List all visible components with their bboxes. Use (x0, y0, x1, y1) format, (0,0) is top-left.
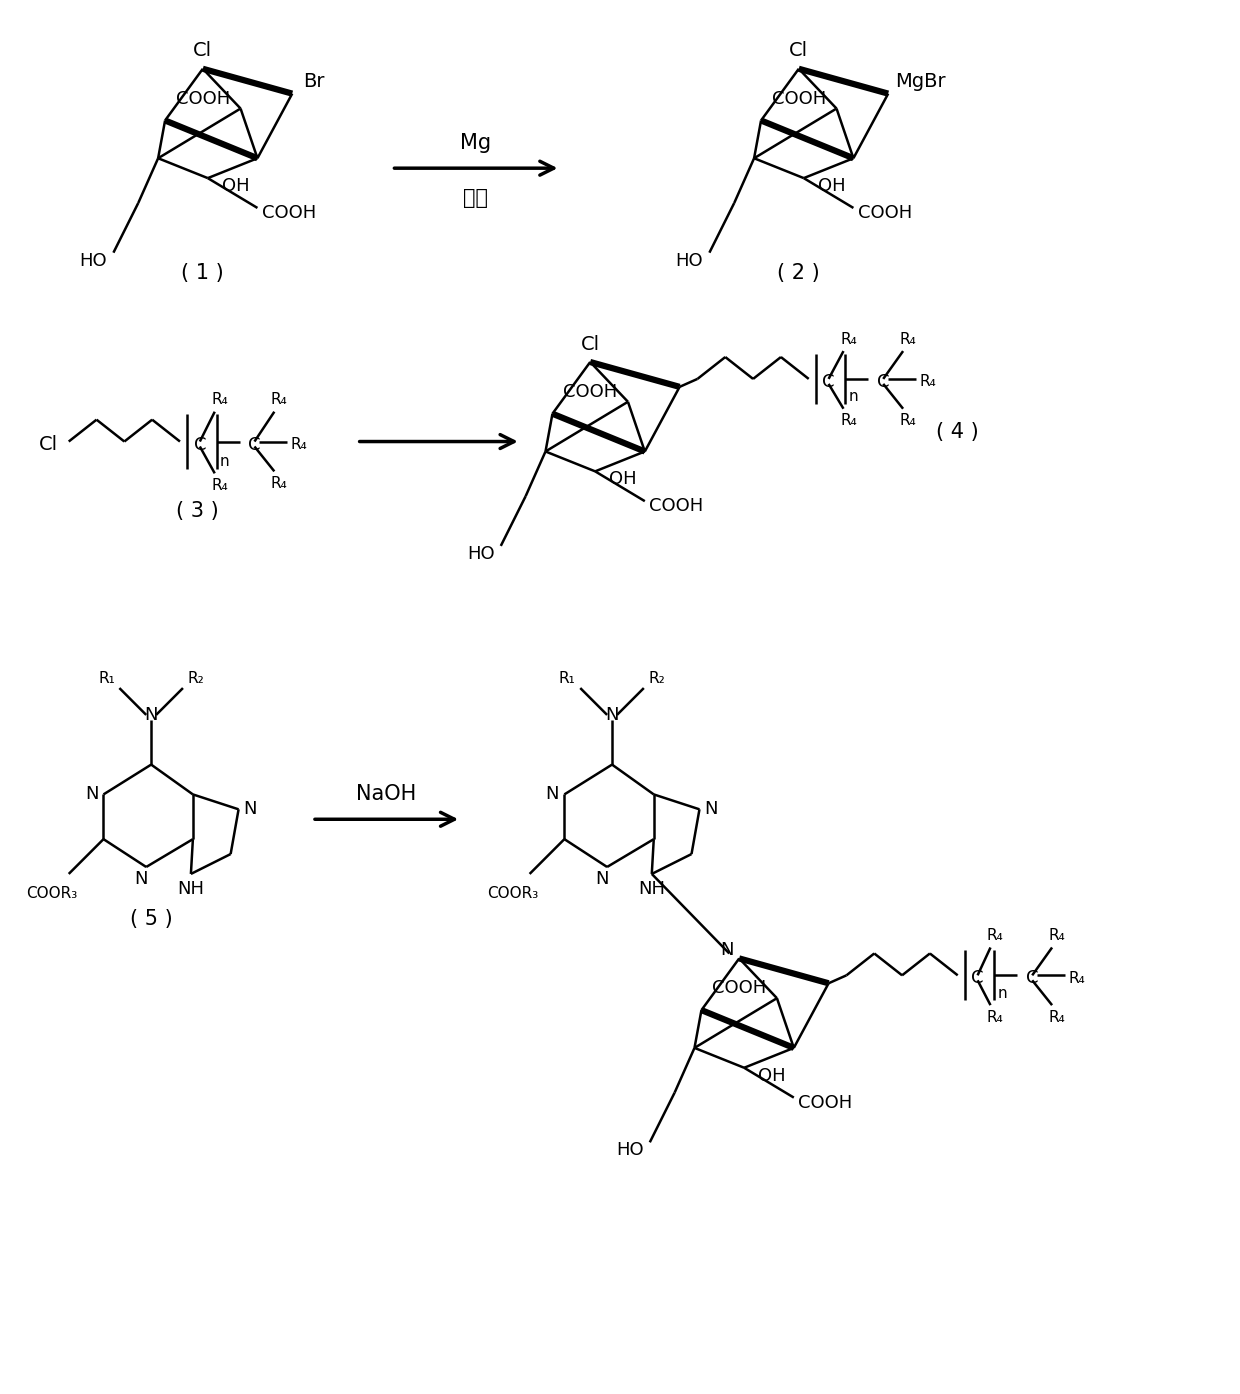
Text: ( 3 ): ( 3 ) (176, 500, 219, 521)
Text: COOR₃: COOR₃ (487, 887, 538, 902)
Text: R₄: R₄ (270, 392, 288, 407)
Text: Cl: Cl (580, 335, 600, 354)
Text: ( 5 ): ( 5 ) (130, 909, 172, 928)
Text: OH: OH (609, 470, 637, 488)
Text: N: N (244, 800, 257, 818)
Text: COOH: COOH (563, 383, 618, 401)
Text: MgBr: MgBr (894, 72, 945, 91)
Text: R₄: R₄ (1049, 1009, 1065, 1025)
Text: N: N (605, 705, 619, 723)
Text: OH: OH (817, 177, 846, 195)
Text: R₄: R₄ (900, 332, 916, 347)
Text: n: n (219, 454, 229, 468)
Text: ( 2 ): ( 2 ) (777, 262, 820, 283)
Text: n: n (998, 986, 1007, 1001)
Text: R₄: R₄ (920, 375, 936, 389)
Text: COOH: COOH (858, 204, 913, 222)
Text: R₄: R₄ (839, 332, 857, 347)
Text: R₂: R₂ (187, 671, 205, 686)
Text: R₁: R₁ (98, 671, 115, 686)
Text: HO: HO (616, 1142, 644, 1160)
Text: OH: OH (758, 1066, 786, 1085)
Text: R₄: R₄ (211, 392, 228, 407)
Text: COOR₃: COOR₃ (26, 887, 77, 902)
Text: C: C (971, 969, 983, 987)
Text: R₄: R₄ (986, 928, 1003, 944)
Text: Br: Br (304, 72, 325, 91)
Text: N: N (720, 941, 734, 959)
Text: C: C (1025, 969, 1038, 987)
Text: N: N (595, 870, 609, 888)
Text: N: N (134, 870, 148, 888)
Text: R₄: R₄ (291, 436, 308, 452)
Text: R₂: R₂ (649, 671, 665, 686)
Text: C: C (822, 374, 835, 390)
Text: C: C (193, 435, 206, 453)
Text: HO: HO (676, 252, 703, 269)
Text: COOH: COOH (799, 1093, 853, 1111)
Text: Cl: Cl (40, 435, 58, 454)
Text: COOH: COOH (176, 89, 229, 107)
Text: NaOH: NaOH (356, 785, 417, 804)
Text: COOH: COOH (650, 498, 704, 516)
Text: N: N (84, 785, 98, 803)
Text: HO: HO (467, 545, 495, 563)
Text: COOH: COOH (712, 979, 766, 997)
Text: R₁: R₁ (559, 671, 575, 686)
Text: R₄: R₄ (986, 1009, 1003, 1025)
Text: COOH: COOH (262, 204, 316, 222)
Text: ( 4 ): ( 4 ) (936, 421, 980, 442)
Text: ( 1 ): ( 1 ) (181, 262, 224, 283)
Text: N: N (546, 785, 559, 803)
Text: R₄: R₄ (900, 413, 916, 428)
Text: Cl: Cl (789, 42, 808, 60)
Text: R₄: R₄ (211, 478, 228, 492)
Text: R₄: R₄ (1049, 928, 1065, 944)
Text: N: N (144, 705, 157, 723)
Text: C: C (877, 374, 889, 390)
Text: HO: HO (79, 252, 108, 269)
Text: COOH: COOH (771, 89, 826, 107)
Text: n: n (848, 389, 858, 404)
Text: N: N (704, 800, 718, 818)
Text: R₄: R₄ (839, 413, 857, 428)
Text: R₄: R₄ (1069, 970, 1085, 986)
Text: 乙醚: 乙醚 (464, 188, 489, 208)
Text: NH: NH (177, 880, 205, 898)
Text: C: C (248, 435, 260, 453)
Text: Cl: Cl (193, 42, 212, 60)
Text: OH: OH (222, 177, 249, 195)
Text: Mg: Mg (460, 134, 491, 153)
Text: NH: NH (639, 880, 666, 898)
Text: R₄: R₄ (270, 475, 288, 491)
